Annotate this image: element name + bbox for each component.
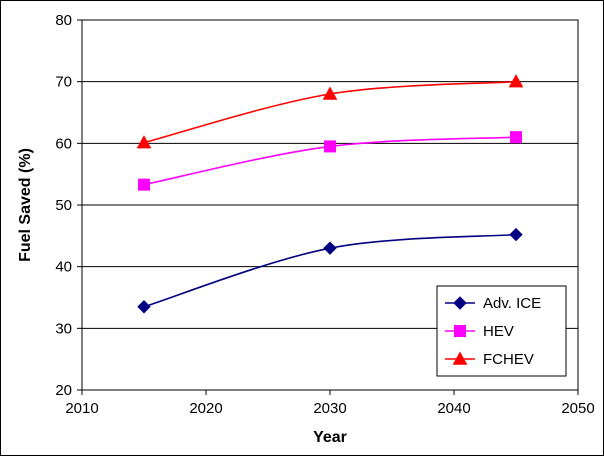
data-point-hev-2015 — [138, 178, 150, 191]
x-tick-label-2020: 2020 — [189, 400, 222, 417]
series-group — [136, 74, 524, 314]
legend-marker-fchev — [452, 351, 468, 365]
legend-marker-adv-ice — [453, 296, 467, 310]
series-hev — [138, 131, 522, 191]
y-tick-label-40: 40 — [55, 259, 72, 276]
y-tick-label-20: 20 — [55, 382, 72, 399]
data-point-adv-ice-2030 — [323, 241, 337, 255]
legend-marker-hev — [454, 325, 466, 337]
data-point-hev-2045 — [510, 131, 522, 144]
x-axis-ticks: 2010 2020 2030 2040 2050 — [65, 390, 595, 417]
y-axis-title: Fuel Saved (%) — [17, 148, 34, 262]
y-tick-label-70: 70 — [55, 74, 72, 91]
y-tick-label-30: 30 — [55, 320, 72, 337]
series-fchev — [136, 74, 524, 149]
legend-label-hev: HEV — [483, 323, 514, 340]
legend-label-adv-ice: Adv. ICE — [483, 295, 541, 312]
data-point-fchev-2030 — [322, 86, 338, 100]
x-tick-label-2050: 2050 — [561, 400, 594, 417]
data-point-adv-ice-2045 — [509, 227, 523, 242]
y-tick-label-50: 50 — [55, 197, 72, 214]
y-tick-label-60: 60 — [55, 135, 72, 152]
series-adv-ice — [137, 227, 523, 314]
x-tick-label-2010: 2010 — [65, 400, 98, 417]
data-point-fchev-2045 — [508, 74, 524, 88]
data-point-fchev-2015 — [136, 135, 152, 149]
data-point-hev-2030 — [324, 140, 336, 153]
x-tick-label-2030: 2030 — [313, 400, 346, 417]
legend: Adv. ICE HEV FCHEV — [436, 285, 567, 377]
y-axis-ticks: 20 30 40 50 60 70 80 — [55, 12, 82, 399]
y-tick-label-80: 80 — [55, 12, 72, 29]
x-tick-label-2040: 2040 — [437, 400, 470, 417]
x-axis-title: Year — [313, 429, 347, 446]
data-point-adv-ice-2015 — [137, 300, 151, 314]
legend-label-fchev: FCHEV — [483, 351, 534, 368]
